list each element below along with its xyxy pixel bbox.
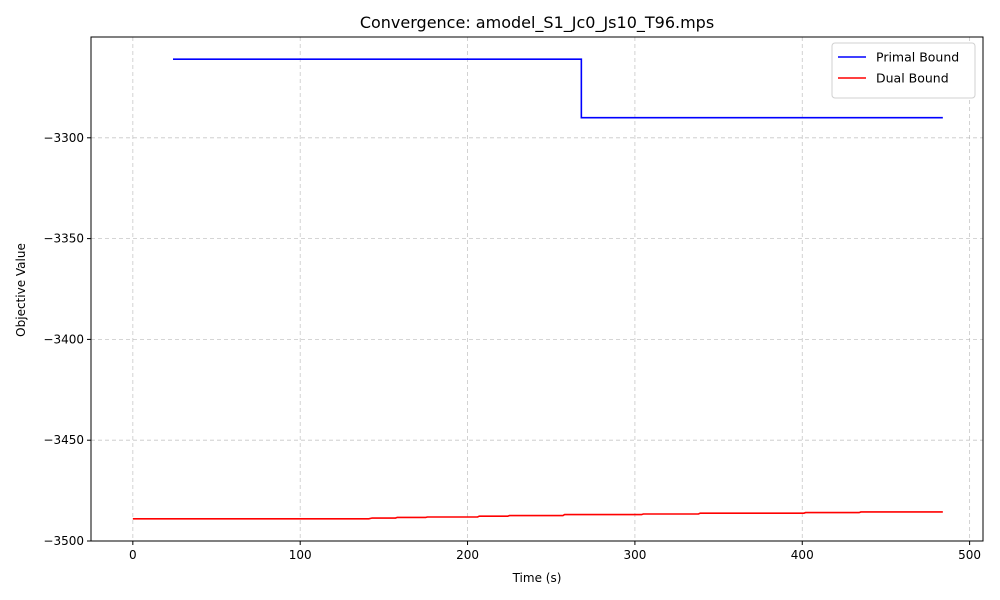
y-tick-label: −3400	[43, 332, 84, 346]
y-tick-label: −3350	[43, 232, 84, 246]
legend-box	[831, 42, 976, 99]
axis-ticks: 0 100 200 300 400 500 −3500 −3450 −3400 −3350 −330…	[43, 131, 981, 562]
y-axis-label: Objective Value	[14, 243, 28, 337]
x-tick-label: 200	[456, 548, 479, 562]
x-tick-label: 400	[791, 548, 814, 562]
legend-label-dual-bound: Dual Bound	[876, 71, 949, 86]
dual-bound-line	[132, 511, 943, 520]
legend: Primal Bound Dual Bound	[831, 42, 976, 99]
chart-title: Convergence: amodel_S1_Jc0_Js10_T96.mps	[360, 13, 714, 33]
y-tick-label: −3500	[43, 534, 84, 548]
x-tick-label: 0	[129, 548, 137, 562]
grid-lines	[91, 37, 983, 542]
x-tick-label: 100	[289, 548, 312, 562]
plot-area-frame	[90, 36, 984, 542]
y-tick-label: −3450	[43, 433, 84, 447]
x-axis-label: Time (s)	[512, 571, 562, 585]
x-tick-label: 300	[623, 548, 646, 562]
x-tick-label: 500	[958, 548, 981, 562]
legend-label-primal-bound: Primal Bound	[876, 50, 959, 65]
series-lines	[132, 58, 943, 520]
primal-bound-line	[173, 58, 943, 119]
y-tick-label: −3300	[43, 131, 84, 145]
